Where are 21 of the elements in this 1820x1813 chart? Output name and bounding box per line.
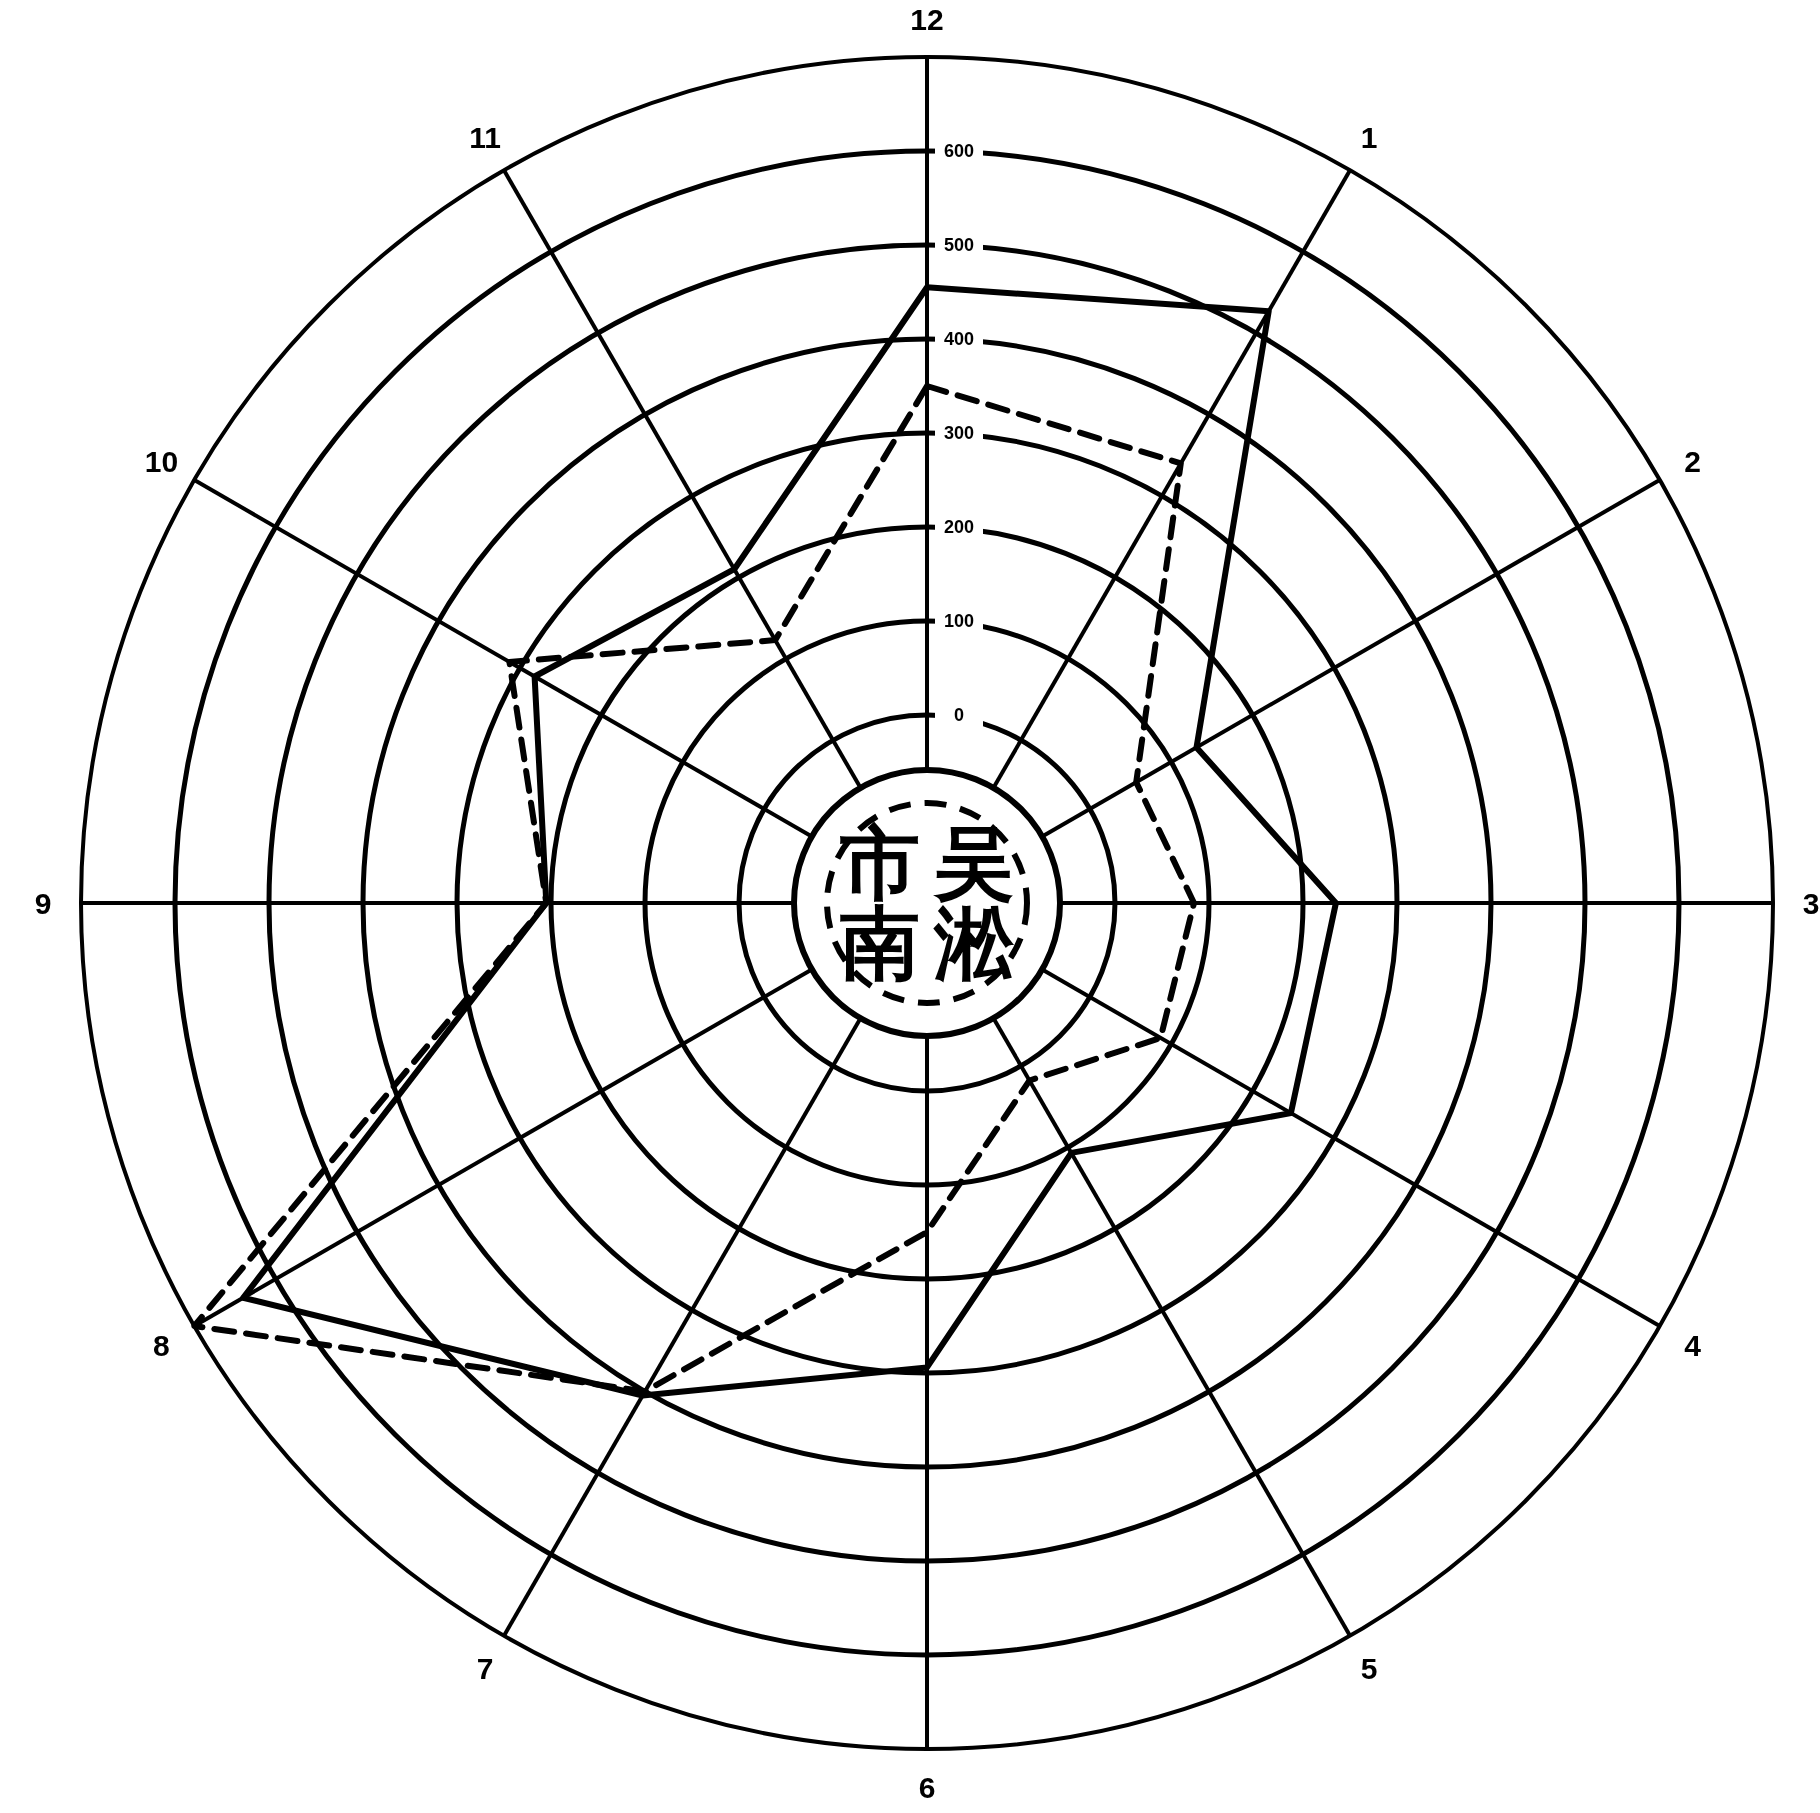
spoke-label: 4 <box>1684 1328 1702 1362</box>
spoke-label: 9 <box>34 886 52 920</box>
y-tick-label: 200 <box>943 517 975 537</box>
y-tick-label: 600 <box>943 141 975 161</box>
y-tick-label: 0 <box>953 705 965 725</box>
y-tick-label: 500 <box>943 235 975 255</box>
spoke-label: 1 <box>1360 120 1378 154</box>
spoke-label: 8 <box>153 1328 170 1362</box>
y-tick-label: 100 <box>943 611 975 631</box>
text: 吴淞 <box>933 818 1015 988</box>
spoke-label: 6 <box>918 1770 936 1804</box>
spoke-label: 5 <box>1360 1652 1378 1686</box>
y-tick-label: 300 <box>943 423 975 443</box>
y-tick-label: 400 <box>943 329 975 349</box>
spoke-label: 10 <box>144 444 179 478</box>
spoke-label: 2 <box>1684 444 1701 478</box>
spoke-label: 12 <box>910 2 944 36</box>
spoke-label: 7 <box>476 1652 494 1686</box>
spoke-label: 3 <box>1802 886 1820 920</box>
text: 市南 <box>839 818 920 988</box>
spoke-label: 11 <box>469 120 501 154</box>
